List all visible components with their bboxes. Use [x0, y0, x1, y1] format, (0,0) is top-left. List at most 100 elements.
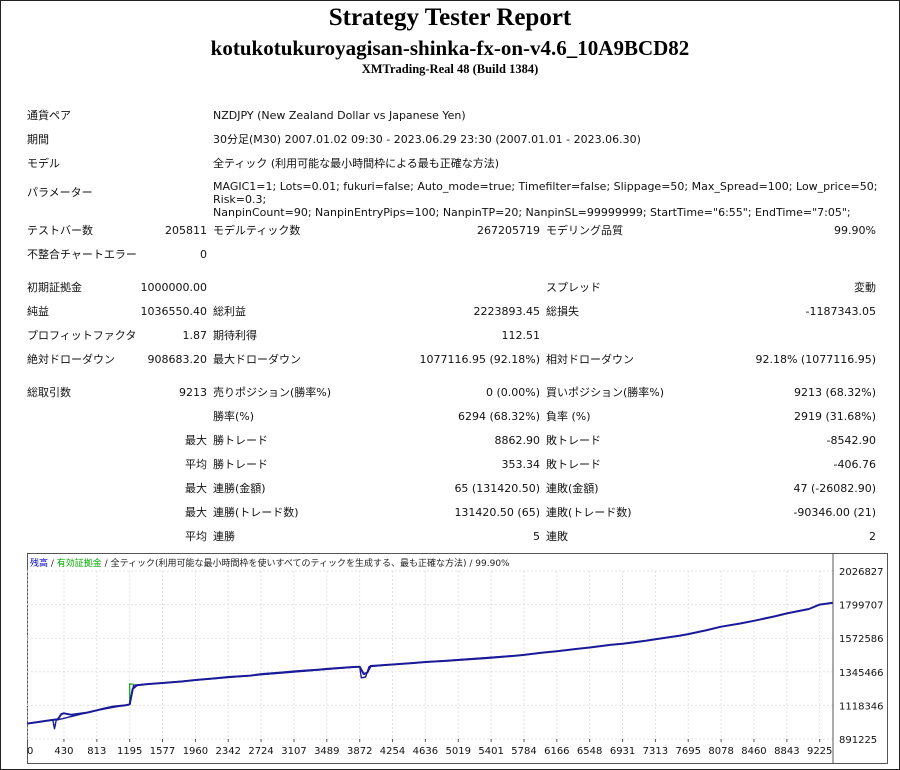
gross-loss-value: -1187343.05 — [805, 305, 876, 318]
bars-value: 205811 — [165, 224, 207, 237]
avg-cons-loss-value: 2 — [869, 530, 876, 543]
params-line-1: MAGIC1=1; Lots=0.01; fukuri=false; Auto_… — [213, 180, 878, 206]
model-label: モデル — [27, 157, 60, 170]
max-word-3: 最大 — [185, 506, 207, 519]
chart-x-ticks: 0 430 813 1195 1577 1960 2342 2724 3107 3489 3872 4… — [27, 739, 832, 757]
x-tick-label: 5019 — [446, 746, 471, 757]
x-tick-label: 9225 — [807, 746, 832, 757]
period-value: 30分足(M30) 2007.01.02 09:30 - 2023.06.29 … — [213, 133, 641, 146]
ea-name: kotukotukuroyagisan-shinka-fx-on-v4.6_10… — [210, 36, 690, 60]
x-tick-label: 4254 — [380, 746, 405, 757]
balance-drawdown-spikes — [27, 654, 525, 730]
y-tick-label: 891225 — [839, 735, 877, 746]
deposit-value: 1000000.00 — [140, 281, 207, 294]
x-tick-label: 5784 — [511, 746, 536, 757]
avg-cons-win-label: 連勝 — [213, 530, 235, 543]
avg-win-label: 勝トレード — [213, 458, 268, 471]
max-cons-win-amount-label: 連勝(金額) — [213, 482, 266, 495]
max-cons-loss-amount-value: 47 (-26082.90) — [793, 482, 876, 495]
x-tick-label: 6548 — [577, 746, 602, 757]
x-tick-label: 5401 — [478, 746, 503, 757]
y-tick-label: 1118346 — [839, 701, 884, 712]
loss-rate-value: 2919 (31.68%) — [793, 410, 876, 423]
expected-payoff-label: 期待利得 — [213, 329, 257, 342]
abs-drawdown-value: 908683.20 — [147, 353, 208, 366]
expected-payoff-value: 112.51 — [501, 329, 541, 342]
x-tick-label: 0 — [27, 746, 33, 757]
avg-word-2: 平均 — [185, 530, 207, 543]
avg-cons-loss-label: 連敗 — [546, 530, 568, 543]
max-win-label: 勝トレード — [213, 434, 268, 447]
mismatch-value: 0 — [200, 248, 207, 261]
mismatch-label: 不整合チャートエラー — [27, 248, 137, 261]
quality-value: 99.90% — [834, 224, 876, 237]
win-rate-label: 勝率(%) — [213, 410, 255, 423]
gross-loss-label: 総損失 — [546, 305, 579, 318]
y-tick-label: 1799707 — [839, 601, 884, 612]
params-line-2: NanpinCount=90; NanpinEntryPips=100; Nan… — [213, 206, 851, 219]
legend-model: 全ティック(利用可能な最小時間枠を使いすべてのティックを生成する、最も正確な方法… — [111, 557, 467, 569]
legend-quality: 99.90% — [475, 559, 510, 569]
server-build: XMTrading-Real 48 (Build 1384) — [361, 62, 539, 76]
bars-label: テストバー数 — [27, 224, 93, 237]
avg-win-value: 353.34 — [501, 458, 541, 471]
x-tick-label: 1577 — [150, 746, 175, 757]
balance-chart: 0 430 813 1195 1577 1960 2342 2724 3107 3489 3872 4… — [27, 553, 888, 764]
max-word-1: 最大 — [185, 434, 207, 447]
chart-grid — [27, 570, 833, 740]
period-label: 期間 — [27, 133, 49, 146]
long-positions-value: 9213 (68.32%) — [793, 386, 876, 399]
max-drawdown-value: 1077116.95 (92.18%) — [419, 353, 540, 366]
spread-value: 変動 — [854, 281, 876, 294]
avg-word-1: 平均 — [185, 458, 207, 471]
params-value: MAGIC1=1; Lots=0.01; fukuri=false; Auto_… — [213, 180, 888, 219]
short-positions-value: 0 (0.00%) — [485, 386, 540, 399]
chart-series — [27, 601, 834, 730]
max-cons-win-amount-value: 65 (131420.50) — [454, 482, 540, 495]
max-loss-value: -8542.90 — [826, 434, 876, 447]
x-tick-label: 7313 — [643, 746, 668, 757]
win-rate-value: 6294 (68.32%) — [457, 410, 540, 423]
gross-profit-value: 2223893.45 — [473, 305, 540, 318]
y-tick-label: 2026827 — [839, 567, 884, 578]
ticks-value: 267205719 — [477, 224, 540, 237]
ticks-label: モデルティック数 — [213, 224, 301, 237]
params-label: パラメーター — [27, 186, 93, 199]
net-profit-value: 1036550.40 — [140, 305, 207, 318]
legend-balance: 残高 — [30, 557, 48, 569]
x-tick-label: 1195 — [117, 746, 142, 757]
short-positions-label: 売りポジション(勝率%) — [213, 386, 332, 399]
loss-rate-label: 負率 (%) — [546, 410, 591, 423]
max-cons-loss-amount-label: 連敗(金額) — [546, 482, 599, 495]
max-win-value: 8862.90 — [494, 434, 541, 447]
legend-equity: 有効証拠金 — [57, 557, 102, 569]
x-tick-label: 430 — [54, 746, 73, 757]
chart-legend: 残高 / 有効証拠金 / 全ティック(利用可能な最小時間枠を使いすべてのティック… — [30, 557, 510, 569]
profit-factor-value: 1.87 — [182, 329, 208, 342]
gross-profit-label: 総利益 — [213, 305, 246, 318]
x-tick-label: 3489 — [314, 746, 339, 757]
max-cons-win-count-value: 131420.50 (65) — [454, 506, 540, 519]
report-title: Strategy Tester Report — [328, 4, 572, 31]
spread-label: スプレッド — [546, 281, 601, 294]
chart-y-ticks: 2026827 1799707 1572586 1345466 1118346 89122… — [832, 553, 884, 764]
x-tick-label: 3107 — [281, 746, 306, 757]
max-loss-label: 敗トレード — [546, 434, 601, 447]
y-tick-label: 1345466 — [839, 668, 884, 679]
x-tick-label: 4636 — [413, 746, 438, 757]
legend-separator-2: / — [102, 559, 111, 569]
avg-loss-label: 敗トレード — [546, 458, 601, 471]
symbol-label: 通貨ペア — [27, 109, 71, 122]
y-tick-label: 1572586 — [839, 634, 884, 645]
quality-label: モデリング品質 — [546, 224, 623, 237]
x-tick-label: 3872 — [347, 746, 372, 757]
balance-line — [27, 601, 834, 725]
x-tick-label: 8843 — [774, 746, 799, 757]
x-tick-label: 6931 — [610, 746, 635, 757]
total-trades-value: 9213 — [179, 386, 207, 399]
legend-separator-1: / — [48, 559, 57, 569]
rel-drawdown-value: 92.18% (1077116.95) — [755, 353, 876, 366]
profit-factor-label: プロフィットファクタ — [27, 329, 137, 342]
rel-drawdown-label: 相対ドローダウン — [546, 353, 634, 366]
x-tick-label: 8078 — [708, 746, 733, 757]
